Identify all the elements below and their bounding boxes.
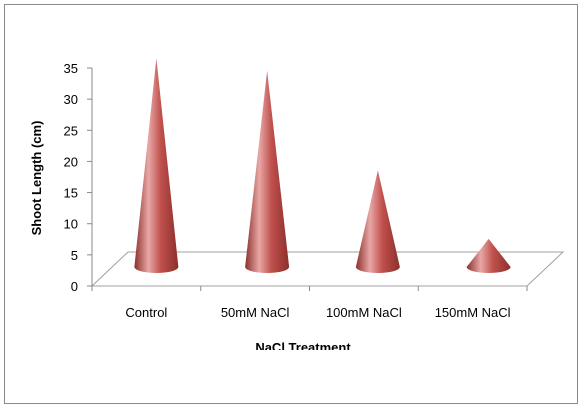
chart: 0 5 10 15 20 25 30 35 Control 50mM NaCl 100mM NaC… — [29, 58, 565, 350]
cone-bar — [466, 238, 511, 273]
y-tick-label: 35 — [64, 61, 78, 76]
x-tick-label: 50mM NaCl — [221, 305, 290, 320]
y-tick-label: 10 — [64, 217, 78, 232]
cone-bars — [134, 58, 511, 273]
x-tick-label: Control — [125, 305, 167, 320]
x-axis: Control 50mM NaCl 100mM NaCl 150mM NaCl — [91, 286, 528, 320]
cone-bar — [134, 58, 179, 273]
y-tick-label: 0 — [71, 279, 78, 294]
floor-plane — [90, 251, 565, 287]
cone-body — [466, 238, 511, 273]
cone-body — [134, 58, 179, 273]
x-axis-title: NaCl Treatment — [255, 340, 351, 350]
chart-floor — [90, 251, 565, 287]
x-tick-label: 100mM NaCl — [326, 305, 402, 320]
y-tick-label: 20 — [64, 154, 78, 169]
x-tick-label: 150mM NaCl — [435, 305, 511, 320]
cone-body — [245, 70, 290, 273]
y-axis: 0 5 10 15 20 25 30 35 — [64, 61, 93, 294]
y-tick-label: 25 — [64, 123, 78, 138]
cone-body — [355, 170, 400, 273]
chart-frame — [4, 4, 578, 404]
cone-bar — [245, 70, 290, 273]
y-tick-label: 15 — [64, 186, 78, 201]
y-tick-label: 30 — [64, 92, 78, 107]
y-axis-title: Shoot Length (cm) — [29, 121, 44, 236]
cone-bar — [355, 170, 400, 273]
y-tick-label: 5 — [71, 248, 78, 263]
